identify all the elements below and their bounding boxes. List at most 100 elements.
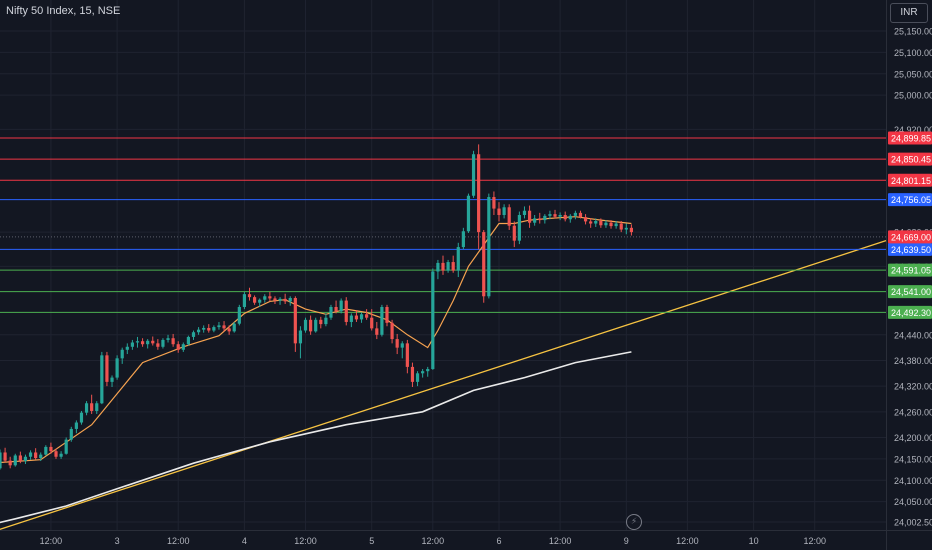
candle-body bbox=[405, 343, 409, 367]
candle-body bbox=[624, 227, 628, 230]
candle-body bbox=[517, 214, 521, 241]
candle-body bbox=[252, 297, 257, 303]
candle-body bbox=[599, 220, 603, 226]
candle-body bbox=[135, 341, 140, 343]
candle-body bbox=[339, 300, 343, 312]
candle-body bbox=[273, 298, 277, 301]
candle-body bbox=[263, 296, 267, 300]
candle-body bbox=[436, 262, 440, 272]
candle-body bbox=[166, 338, 170, 340]
candle-body bbox=[619, 223, 623, 230]
candle-body bbox=[451, 262, 455, 271]
time-tick-label: 12:00 bbox=[167, 536, 190, 546]
candle-body bbox=[18, 455, 22, 462]
candle-body bbox=[456, 247, 460, 271]
candle-body bbox=[507, 207, 511, 226]
candle-body bbox=[538, 218, 542, 221]
candle-body bbox=[212, 327, 216, 331]
candle-body bbox=[146, 340, 150, 345]
candle-body bbox=[527, 210, 532, 223]
candle-body bbox=[232, 323, 236, 332]
candle-body bbox=[140, 341, 145, 345]
candle-body bbox=[522, 210, 527, 215]
candle-body bbox=[237, 306, 241, 324]
chart-title: Nifty 50 Index, 15, NSE bbox=[6, 5, 121, 17]
candle-body bbox=[181, 344, 185, 350]
time-tick-label: 6 bbox=[497, 536, 502, 546]
candle-body bbox=[309, 319, 313, 332]
candle-body bbox=[303, 319, 308, 331]
level-price-tag-bg bbox=[888, 305, 932, 319]
price-tick-label: 24,150.00 bbox=[894, 454, 932, 464]
candle-body bbox=[95, 403, 99, 411]
candle-body bbox=[202, 327, 206, 330]
candle-body bbox=[115, 358, 119, 378]
candle-body bbox=[34, 452, 38, 459]
level-price-tag-bg bbox=[888, 152, 932, 166]
level-price-tag: 24,639.50 bbox=[891, 245, 931, 255]
price-tick-label: 25,050.00 bbox=[894, 69, 932, 79]
time-zone-icon[interactable]: ⚡ bbox=[626, 514, 642, 530]
candle-body bbox=[227, 328, 231, 332]
level-price-tag-bg bbox=[888, 131, 932, 145]
candle-body bbox=[176, 344, 180, 350]
candle-body bbox=[161, 339, 165, 347]
candle-body bbox=[293, 298, 297, 344]
level-price-tag: 24,899.85 bbox=[891, 134, 931, 144]
level-price-tag-bg bbox=[888, 193, 932, 207]
candle-body bbox=[497, 208, 501, 215]
candle-body bbox=[79, 412, 84, 423]
candle-body bbox=[380, 306, 384, 335]
candle-body bbox=[578, 212, 583, 218]
level-price-tag-bg bbox=[888, 242, 932, 256]
candle-body bbox=[390, 322, 394, 340]
candle-body bbox=[120, 349, 124, 359]
candle-body bbox=[410, 366, 415, 382]
candle-body bbox=[278, 298, 282, 301]
candle-body bbox=[171, 338, 175, 345]
price-tick-label: 25,000.00 bbox=[894, 91, 932, 101]
candle-body bbox=[130, 342, 134, 347]
level-price-tag: 24,850.45 bbox=[891, 155, 931, 165]
candle-body bbox=[156, 343, 160, 347]
last-price-tag-bg bbox=[888, 230, 932, 244]
candle-body bbox=[242, 294, 247, 307]
candle-body bbox=[543, 215, 547, 221]
candle-body bbox=[487, 197, 491, 297]
candle-body bbox=[319, 319, 323, 325]
price-tick-label: 25,150.00 bbox=[894, 27, 932, 37]
candle-body bbox=[446, 262, 450, 271]
currency-button[interactable]: INR bbox=[890, 3, 928, 23]
candle-body bbox=[548, 214, 552, 216]
time-tick-label: 5 bbox=[369, 536, 374, 546]
candle-body bbox=[64, 439, 68, 454]
candle-body bbox=[461, 231, 465, 248]
candle-body bbox=[329, 306, 333, 318]
candle-body bbox=[553, 214, 557, 217]
candle-body bbox=[84, 403, 89, 413]
candle-body bbox=[222, 325, 226, 329]
candle-body bbox=[3, 452, 7, 461]
candle-body bbox=[258, 299, 262, 303]
candle-body bbox=[583, 217, 588, 222]
candle-body bbox=[288, 298, 292, 302]
time-tick-label: 12:00 bbox=[549, 536, 572, 546]
candle-body bbox=[191, 332, 196, 337]
time-tick-label: 12:00 bbox=[294, 536, 317, 546]
price-tick-label: 24,320.00 bbox=[894, 382, 932, 392]
candle-body bbox=[558, 214, 562, 217]
price-tick-label: 24,200.00 bbox=[894, 433, 932, 443]
candle-body bbox=[49, 446, 53, 452]
candle-body bbox=[110, 377, 114, 382]
candle-body bbox=[8, 460, 12, 466]
candle-body bbox=[334, 306, 338, 312]
candle-body bbox=[354, 315, 359, 320]
candle-body bbox=[426, 369, 430, 372]
candle-body bbox=[283, 298, 287, 302]
candle-body bbox=[482, 232, 486, 297]
level-price-tag-bg bbox=[888, 285, 932, 299]
candle-body bbox=[594, 220, 598, 224]
candle-body bbox=[395, 339, 399, 348]
candle-body bbox=[614, 223, 618, 227]
